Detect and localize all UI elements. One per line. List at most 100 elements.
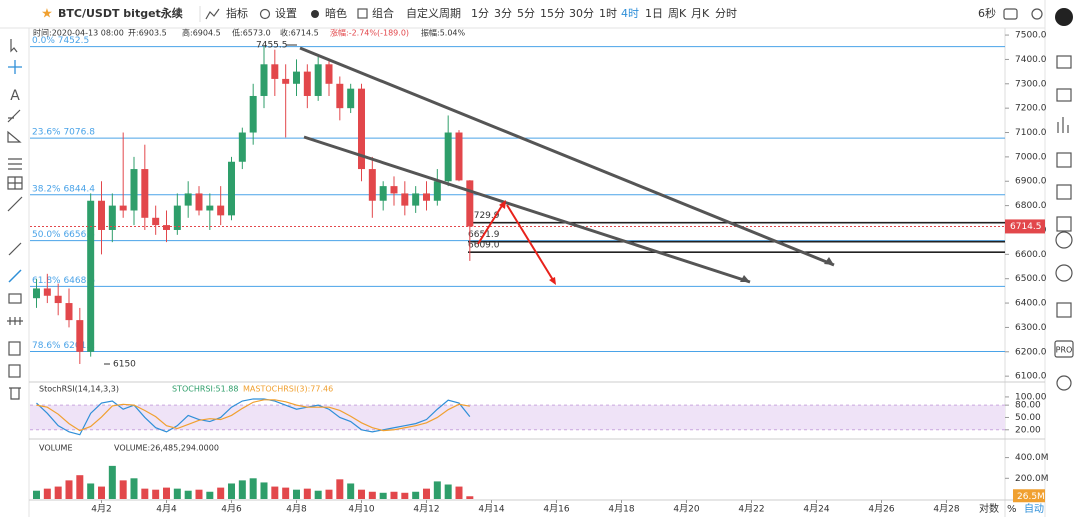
info-field: 涨幅:-2.74%(-189.0) — [330, 28, 409, 38]
candle-body — [87, 200, 95, 352]
auto-scale-toggle[interactable]: 自动 — [1024, 502, 1044, 515]
period-button[interactable]: 15分 — [540, 7, 565, 20]
candle-body — [466, 180, 474, 227]
volume-tag — [1013, 489, 1045, 503]
trendline[interactable] — [303, 135, 751, 284]
volume-bar — [33, 490, 40, 499]
settings-button[interactable]: 设置 — [275, 7, 297, 20]
sidebar-ideas[interactable] — [1055, 264, 1073, 282]
volume-bar — [163, 487, 170, 499]
volume-bar — [260, 482, 268, 499]
candle-body — [206, 205, 214, 211]
period-button[interactable]: 4时 — [621, 7, 639, 20]
period-button[interactable]: 分时 — [715, 7, 737, 20]
candle-body — [163, 225, 170, 230]
volume-bar — [293, 489, 300, 499]
sidebar-calendar[interactable] — [1056, 152, 1072, 168]
sidebar-news[interactable] — [1056, 184, 1072, 200]
stoch-line — [36, 399, 470, 432]
logo — [1055, 8, 1073, 26]
period-button[interactable]: 周K — [668, 7, 687, 20]
pro-button[interactable] — [1054, 340, 1074, 358]
candle-body — [54, 295, 62, 304]
volume-bar — [401, 492, 409, 499]
volume-tag-label: 26.5M — [1017, 492, 1045, 502]
projection-down[interactable] — [506, 204, 554, 281]
grid-tool[interactable] — [7, 176, 23, 190]
volume-bar — [228, 483, 235, 499]
time-axis: 4月2 4月4 4月6 4月8 4月10 4月12 4月14 4月16 4月18 4月20 4月22… — [91, 500, 960, 515]
sidebar-depth[interactable] — [1057, 117, 1069, 133]
crosshair-tool[interactable] — [8, 60, 22, 74]
channel-tool[interactable] — [8, 158, 22, 170]
triangle-tool[interactable] — [7, 130, 22, 143]
sidebar-watchlist[interactable] — [1056, 55, 1072, 69]
clear-tool[interactable] — [8, 364, 21, 378]
period-button[interactable]: 5分 — [517, 7, 535, 20]
fib-tool[interactable] — [7, 109, 21, 123]
candle-body — [379, 186, 387, 201]
fib-label: 0.0% 7452.5 — [32, 36, 89, 46]
text-tool[interactable]: A — [10, 88, 20, 104]
x-tick-label: 4月16 — [543, 504, 569, 515]
delete-tool[interactable] — [9, 387, 21, 400]
log-scale-toggle[interactable]: 对数 — [979, 502, 999, 515]
y-tick-label: 6800.0 — [1015, 201, 1047, 211]
custom-period[interactable]: 自定义周期 — [406, 6, 461, 20]
indicator-button[interactable]: 指标 — [226, 6, 248, 20]
last-price-label: 6714.5 — [1010, 222, 1042, 232]
last-price-tag — [1005, 219, 1045, 234]
lock-tool[interactable] — [8, 293, 22, 304]
y-tick-label: 7500.0 — [1015, 31, 1047, 41]
candle-body — [260, 64, 268, 96]
period-button[interactable]: 1时 — [599, 7, 617, 20]
sidebar-help[interactable] — [1056, 375, 1072, 391]
info-field: 低:6573.0 — [232, 28, 271, 38]
volume-bar — [65, 480, 73, 499]
projection-up[interactable] — [477, 203, 504, 245]
layout-button[interactable]: 组合 — [372, 6, 394, 20]
stoch-line — [36, 398, 471, 436]
trendline-arrow — [824, 257, 834, 265]
fib-label: 23.6% 7076.8 — [32, 128, 95, 138]
period-button[interactable]: 30分 — [569, 7, 594, 20]
pen-tool[interactable] — [8, 269, 22, 283]
candle-body — [173, 205, 181, 230]
sidebar-compass[interactable] — [1055, 231, 1073, 249]
sidebar-w[interactable] — [1056, 302, 1072, 318]
theme-button[interactable]: 暗色 — [325, 6, 347, 20]
pro-label[interactable]: PRO — [1056, 346, 1073, 355]
line-tool[interactable] — [7, 196, 23, 212]
period-list: 1分 3分 5分 15分 30分 1时 4时 1日 周K 月K 分时 — [471, 7, 737, 20]
trendline[interactable] — [299, 46, 835, 267]
candle-body — [282, 78, 290, 84]
symbol[interactable]: BTC/USDT bitget永续 — [58, 6, 183, 20]
period-button[interactable]: 1分 — [471, 7, 489, 20]
ruler-tool[interactable] — [8, 242, 22, 256]
candle-body — [65, 303, 73, 321]
screenshot-icon[interactable] — [1003, 8, 1018, 20]
favorite-star[interactable]: ★ — [41, 7, 53, 22]
volume-bar — [217, 487, 225, 499]
volume-bar — [54, 486, 62, 499]
period-button[interactable]: 月K — [691, 7, 710, 20]
sidebar-chat[interactable] — [1056, 216, 1072, 232]
fib-label: 50.0% 6656.5 — [32, 230, 95, 240]
sidebar-alerts[interactable] — [1056, 88, 1072, 102]
note-tool[interactable] — [8, 341, 21, 356]
candle-body — [249, 95, 257, 133]
candle-body — [98, 200, 105, 230]
candle-body — [217, 205, 225, 216]
cursor-tool[interactable] — [10, 39, 18, 53]
period-button[interactable]: 1日 — [645, 7, 663, 20]
pattern-tool[interactable] — [7, 317, 23, 325]
y-tick-label: 7400.0 — [1015, 55, 1047, 65]
volume-bar — [314, 490, 322, 499]
period-button[interactable]: 3分 — [494, 7, 512, 20]
volume-bar — [455, 486, 463, 499]
candle-body — [108, 205, 116, 230]
percent-scale-toggle[interactable]: % — [1007, 504, 1017, 515]
volume-bar — [412, 491, 420, 499]
fullscreen-icon[interactable] — [1031, 8, 1043, 20]
